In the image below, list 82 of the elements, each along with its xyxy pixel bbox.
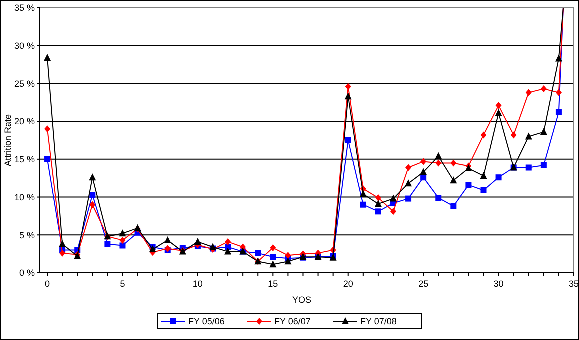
- point: [375, 208, 382, 215]
- x-tick-label: 20: [343, 279, 354, 289]
- point: [495, 109, 502, 116]
- point: [44, 126, 51, 133]
- point: [90, 192, 96, 198]
- legend-label: FY 06/07: [274, 316, 311, 327]
- point: [525, 132, 532, 140]
- point: [60, 250, 66, 257]
- point: [270, 254, 276, 260]
- x-tick-label: 15: [268, 279, 278, 289]
- point: [194, 238, 202, 245]
- point: [390, 194, 397, 202]
- y-tick-label: 20 %: [14, 116, 35, 127]
- point: [556, 89, 562, 96]
- point: [450, 176, 458, 184]
- y-tick-label: 25 %: [14, 78, 35, 89]
- y-tick-label: 10 %: [14, 192, 35, 202]
- point: [390, 208, 396, 216]
- point: [540, 86, 547, 93]
- point: [120, 242, 126, 249]
- legend-label: FY 07/08: [360, 316, 397, 327]
- y-tick-label: 35 %: [14, 3, 35, 14]
- point: [285, 252, 292, 260]
- point: [360, 202, 366, 208]
- point: [555, 54, 562, 62]
- point: [496, 174, 502, 181]
- x-tick-label: 0: [45, 279, 50, 289]
- point: [450, 203, 457, 210]
- point: [466, 182, 472, 188]
- point: [450, 160, 457, 167]
- point: [436, 195, 442, 202]
- point: [90, 201, 96, 208]
- point: [406, 164, 412, 172]
- point: [344, 92, 352, 100]
- point: [436, 160, 442, 167]
- point: [209, 243, 216, 250]
- point: [345, 138, 352, 144]
- x-tick-label: 10: [192, 279, 203, 289]
- point: [540, 162, 547, 168]
- x-tick-label: 5: [120, 279, 126, 289]
- x-tick-label: 30: [494, 279, 504, 289]
- point: [255, 250, 262, 256]
- point: [44, 54, 52, 61]
- point: [104, 241, 111, 248]
- point: [284, 258, 292, 265]
- point: [420, 158, 427, 166]
- point: [44, 156, 51, 162]
- point: [556, 109, 562, 116]
- legend-label: FY 05/06: [188, 316, 225, 327]
- point: [496, 102, 502, 110]
- point: [375, 194, 382, 202]
- point: [526, 89, 532, 96]
- point: [164, 236, 172, 244]
- point: [540, 128, 548, 136]
- point: [120, 236, 126, 244]
- point: [89, 174, 96, 181]
- x-tick-label: 25: [418, 279, 429, 289]
- point: [270, 244, 276, 252]
- point: [405, 180, 412, 187]
- point: [480, 172, 488, 180]
- point: [420, 168, 428, 176]
- point: [224, 248, 232, 255]
- point: [270, 260, 277, 268]
- point: [480, 132, 487, 139]
- point: [510, 132, 517, 139]
- point: [435, 152, 442, 160]
- point: [526, 164, 532, 171]
- y-tick-label: 5 %: [19, 230, 35, 240]
- point: [406, 196, 412, 202]
- point: [345, 83, 352, 90]
- y-tick-label: 0 %: [19, 268, 35, 278]
- y-axis-title: Attrition Rate: [3, 114, 13, 167]
- point: [360, 190, 367, 198]
- y-tick-label: 30 %: [14, 41, 35, 52]
- x-axis-title: YOS: [292, 295, 312, 305]
- point: [480, 187, 487, 194]
- point: [119, 230, 126, 237]
- point: [225, 238, 232, 246]
- y-tick-label: 15 %: [14, 154, 35, 165]
- point: [149, 246, 156, 253]
- point: [59, 240, 66, 248]
- point: [374, 200, 382, 208]
